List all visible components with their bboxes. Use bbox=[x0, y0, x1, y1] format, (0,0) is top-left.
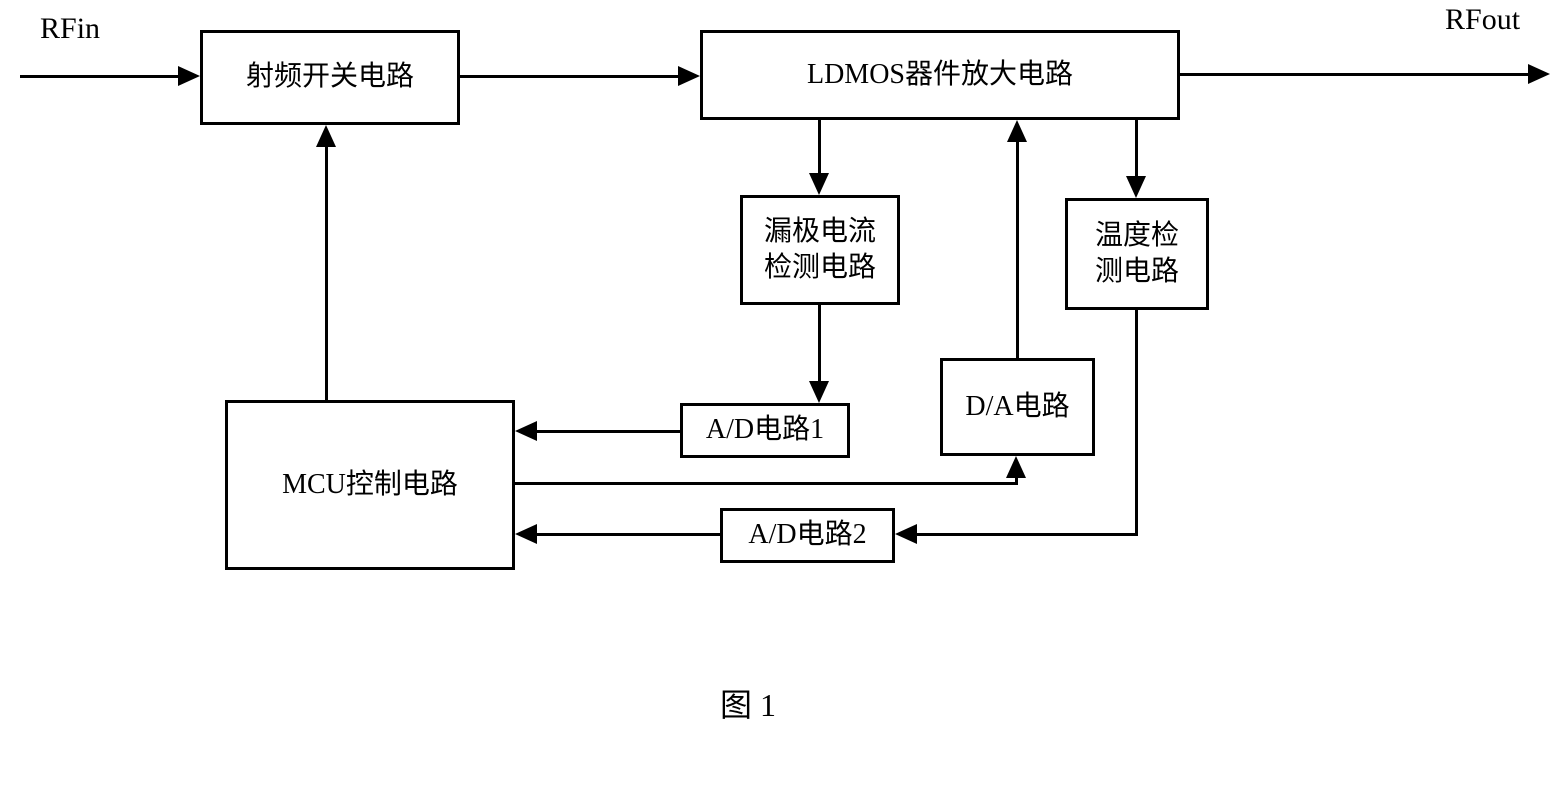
drain-current-text: 漏极电流 检测电路 bbox=[764, 214, 876, 287]
arrow-line bbox=[1135, 120, 1138, 176]
rfout-label: RFout bbox=[1445, 3, 1520, 37]
arrow-line bbox=[1016, 142, 1019, 358]
arrow-line bbox=[537, 430, 680, 433]
arrow-line bbox=[537, 533, 720, 536]
mcu-control-block: MCU控制电路 bbox=[225, 400, 515, 570]
temp-detect-block: 温度检 测电路 bbox=[1065, 198, 1209, 310]
arrow-head bbox=[809, 381, 829, 403]
arrow-head bbox=[809, 173, 829, 195]
ad-circuit1-text: A/D电路1 bbox=[706, 412, 824, 448]
mcu-control-text: MCU控制电路 bbox=[282, 467, 458, 503]
arrow-line bbox=[325, 147, 328, 400]
arrow-head bbox=[1006, 456, 1026, 478]
rfin-label: RFin bbox=[40, 12, 100, 46]
arrow-head bbox=[1528, 64, 1550, 84]
ad-circuit2-text: A/D电路2 bbox=[748, 517, 866, 553]
rf-switch-text: 射频开关电路 bbox=[246, 59, 414, 95]
arrow-line bbox=[460, 75, 678, 78]
arrow-line bbox=[1180, 73, 1528, 76]
arrow-head bbox=[515, 524, 537, 544]
arrow-line bbox=[515, 482, 1015, 485]
arrow-line bbox=[20, 75, 178, 78]
arrow-head bbox=[678, 66, 700, 86]
figure-label: 图 1 bbox=[720, 680, 776, 726]
arrow-head bbox=[1007, 120, 1027, 142]
ad-circuit2-block: A/D电路2 bbox=[720, 508, 895, 563]
da-circuit-block: D/A电路 bbox=[940, 358, 1095, 456]
arrow-line bbox=[1135, 310, 1138, 535]
arrow-line bbox=[818, 305, 821, 381]
arrow-head bbox=[316, 125, 336, 147]
arrow-head bbox=[515, 421, 537, 441]
arrow-line bbox=[818, 120, 821, 173]
ldmos-amp-text: LDMOS器件放大电路 bbox=[807, 57, 1073, 93]
ldmos-amp-block: LDMOS器件放大电路 bbox=[700, 30, 1180, 120]
temp-detect-text: 温度检 测电路 bbox=[1095, 218, 1179, 291]
arrow-head bbox=[178, 66, 200, 86]
rf-switch-block: 射频开关电路 bbox=[200, 30, 460, 125]
arrow-head bbox=[1126, 176, 1146, 198]
da-circuit-text: D/A电路 bbox=[965, 389, 1069, 425]
arrow-head bbox=[895, 524, 917, 544]
arrow-line bbox=[917, 533, 1138, 536]
drain-current-block: 漏极电流 检测电路 bbox=[740, 195, 900, 305]
ad-circuit1-block: A/D电路1 bbox=[680, 403, 850, 458]
arrow-line bbox=[1015, 478, 1018, 485]
